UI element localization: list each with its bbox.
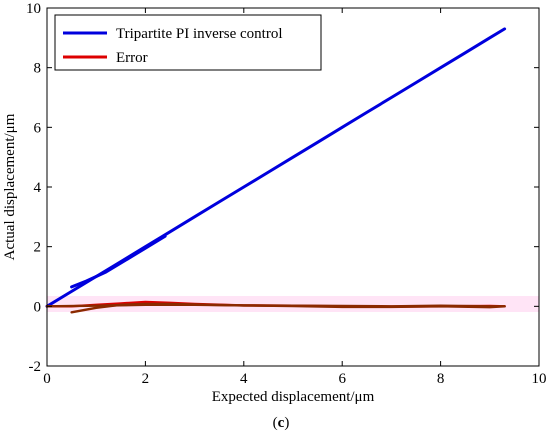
series-line-control-loop [70,234,167,289]
caption-letter: c [278,415,285,431]
y-tick-label: 2 [34,240,42,256]
legend-box [54,14,322,71]
x-tick-label: 8 [437,371,445,387]
legend: Tripartite PI inverse control Error [54,14,322,71]
x-tick-label: 4 [240,371,248,387]
y-tick-label: 4 [34,180,42,196]
caption-open-paren: ( [273,415,278,431]
x-tick-label: 10 [532,371,547,387]
legend-label-error: Error [116,50,148,66]
y-tick-label: 6 [34,120,42,136]
error-band [47,296,539,312]
x-tick-label: 6 [338,371,346,387]
x-tick-label: 2 [142,371,150,387]
x-tick-label: 0 [43,371,51,387]
legend-label-control: Tripartite PI inverse control [116,26,283,42]
series-line-error-baseline [45,303,506,308]
x-axis-label: Expected displacement/μm [212,389,375,405]
y-tick-label: 10 [26,1,41,17]
caption-close-paren: ) [284,415,289,431]
y-tick-label: 0 [34,299,42,315]
series-layer [45,27,507,314]
figure-caption: (c) [273,415,290,431]
y-axis-label: Actual displacement/μm [2,113,18,260]
y-tick-label: 8 [34,61,42,77]
y-tick-label: -2 [29,359,42,375]
